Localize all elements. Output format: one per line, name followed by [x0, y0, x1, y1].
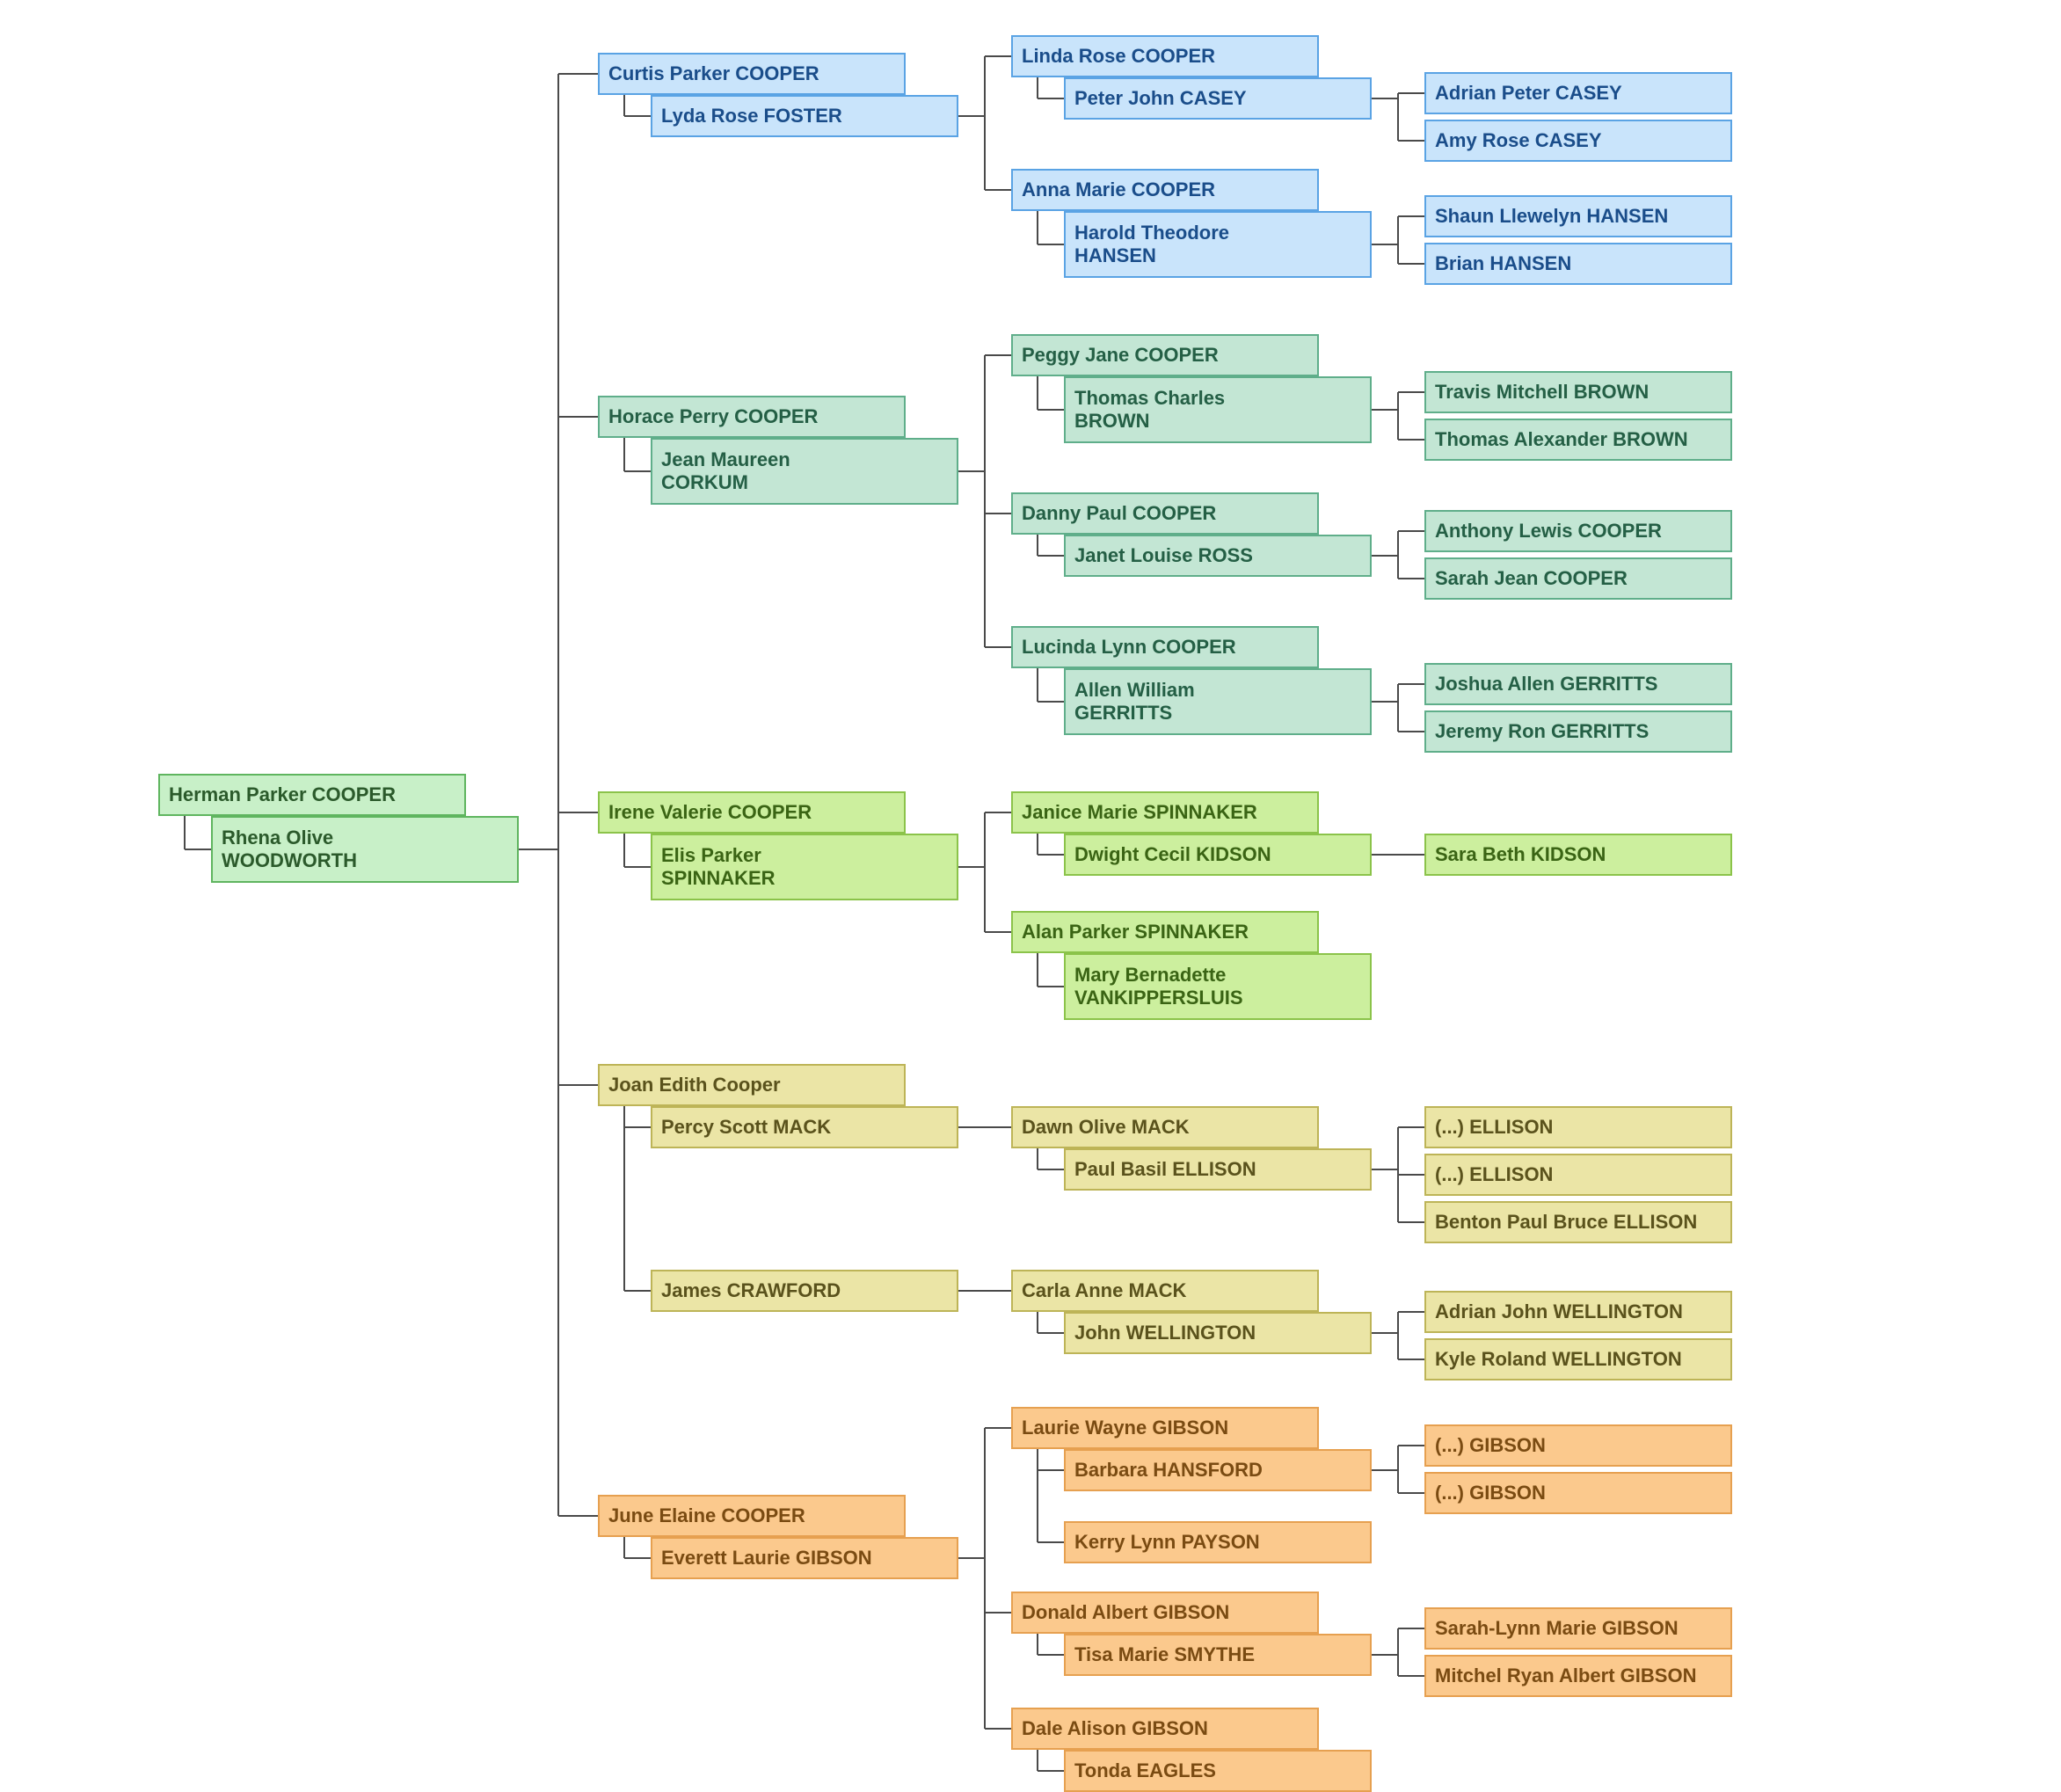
- person-node[interactable]: James CRAWFORD: [651, 1270, 958, 1312]
- person-node[interactable]: Thomas Alexander BROWN: [1424, 419, 1732, 461]
- person-node[interactable]: Anna Marie COOPER: [1011, 169, 1319, 211]
- person-node[interactable]: Jeremy Ron GERRITTS: [1424, 710, 1732, 753]
- family-tree-container: Herman Parker COOPERRhena Olive WOODWORT…: [0, 0, 2061, 1787]
- person-node[interactable]: Barbara HANSFORD: [1064, 1449, 1372, 1491]
- person-node[interactable]: Allen William GERRITTS: [1064, 668, 1372, 735]
- person-node[interactable]: Rhena Olive WOODWORTH: [211, 816, 519, 883]
- person-node[interactable]: Sara Beth KIDSON: [1424, 834, 1732, 876]
- person-node[interactable]: Curtis Parker COOPER: [598, 53, 906, 95]
- person-node[interactable]: Adrian Peter CASEY: [1424, 72, 1732, 114]
- person-node[interactable]: Laurie Wayne GIBSON: [1011, 1407, 1319, 1449]
- person-node[interactable]: Joan Edith Cooper: [598, 1064, 906, 1106]
- person-node[interactable]: Horace Perry COOPER: [598, 396, 906, 438]
- person-node[interactable]: Travis Mitchell BROWN: [1424, 371, 1732, 413]
- person-node[interactable]: Dwight Cecil KIDSON: [1064, 834, 1372, 876]
- person-node[interactable]: Dawn Olive MACK: [1011, 1106, 1319, 1148]
- person-node[interactable]: Janet Louise ROSS: [1064, 535, 1372, 577]
- person-node[interactable]: (...) GIBSON: [1424, 1472, 1732, 1514]
- person-node[interactable]: Paul Basil ELLISON: [1064, 1148, 1372, 1191]
- person-node[interactable]: Kyle Roland WELLINGTON: [1424, 1338, 1732, 1380]
- person-node[interactable]: Alan Parker SPINNAKER: [1011, 911, 1319, 953]
- person-node[interactable]: Shaun Llewelyn HANSEN: [1424, 195, 1732, 237]
- person-node[interactable]: Everett Laurie GIBSON: [651, 1537, 958, 1579]
- person-node[interactable]: Brian HANSEN: [1424, 243, 1732, 285]
- person-node[interactable]: Joshua Allen GERRITTS: [1424, 663, 1732, 705]
- person-node[interactable]: Tonda EAGLES: [1064, 1750, 1372, 1792]
- connectors-svg: [0, 0, 2061, 1787]
- person-node[interactable]: Lyda Rose FOSTER: [651, 95, 958, 137]
- person-node[interactable]: Sarah-Lynn Marie GIBSON: [1424, 1607, 1732, 1650]
- person-node[interactable]: Sarah Jean COOPER: [1424, 557, 1732, 600]
- person-node[interactable]: Linda Rose COOPER: [1011, 35, 1319, 77]
- person-node[interactable]: June Elaine COOPER: [598, 1495, 906, 1537]
- person-node[interactable]: (...) ELLISON: [1424, 1154, 1732, 1196]
- person-node[interactable]: Peggy Jane COOPER: [1011, 334, 1319, 376]
- person-node[interactable]: Harold Theodore HANSEN: [1064, 211, 1372, 278]
- person-node[interactable]: Donald Albert GIBSON: [1011, 1592, 1319, 1634]
- person-node[interactable]: Lucinda Lynn COOPER: [1011, 626, 1319, 668]
- person-node[interactable]: Amy Rose CASEY: [1424, 120, 1732, 162]
- person-node[interactable]: Benton Paul Bruce ELLISON: [1424, 1201, 1732, 1243]
- person-node[interactable]: (...) ELLISON: [1424, 1106, 1732, 1148]
- person-node[interactable]: (...) GIBSON: [1424, 1424, 1732, 1467]
- person-node[interactable]: Mary Bernadette VANKIPPERSLUIS: [1064, 953, 1372, 1020]
- person-node[interactable]: Janice Marie SPINNAKER: [1011, 791, 1319, 834]
- person-node[interactable]: Kerry Lynn PAYSON: [1064, 1521, 1372, 1563]
- person-node[interactable]: Herman Parker COOPER: [158, 774, 466, 816]
- person-node[interactable]: Carla Anne MACK: [1011, 1270, 1319, 1312]
- person-node[interactable]: Elis Parker SPINNAKER: [651, 834, 958, 900]
- person-node[interactable]: Adrian John WELLINGTON: [1424, 1291, 1732, 1333]
- person-node[interactable]: John WELLINGTON: [1064, 1312, 1372, 1354]
- person-node[interactable]: Danny Paul COOPER: [1011, 492, 1319, 535]
- person-node[interactable]: Percy Scott MACK: [651, 1106, 958, 1148]
- person-node[interactable]: Mitchel Ryan Albert GIBSON: [1424, 1655, 1732, 1697]
- person-node[interactable]: Peter John CASEY: [1064, 77, 1372, 120]
- person-node[interactable]: Tisa Marie SMYTHE: [1064, 1634, 1372, 1676]
- person-node[interactable]: Jean Maureen CORKUM: [651, 438, 958, 505]
- person-node[interactable]: Dale Alison GIBSON: [1011, 1708, 1319, 1750]
- person-node[interactable]: Irene Valerie COOPER: [598, 791, 906, 834]
- person-node[interactable]: Anthony Lewis COOPER: [1424, 510, 1732, 552]
- person-node[interactable]: Thomas Charles BROWN: [1064, 376, 1372, 443]
